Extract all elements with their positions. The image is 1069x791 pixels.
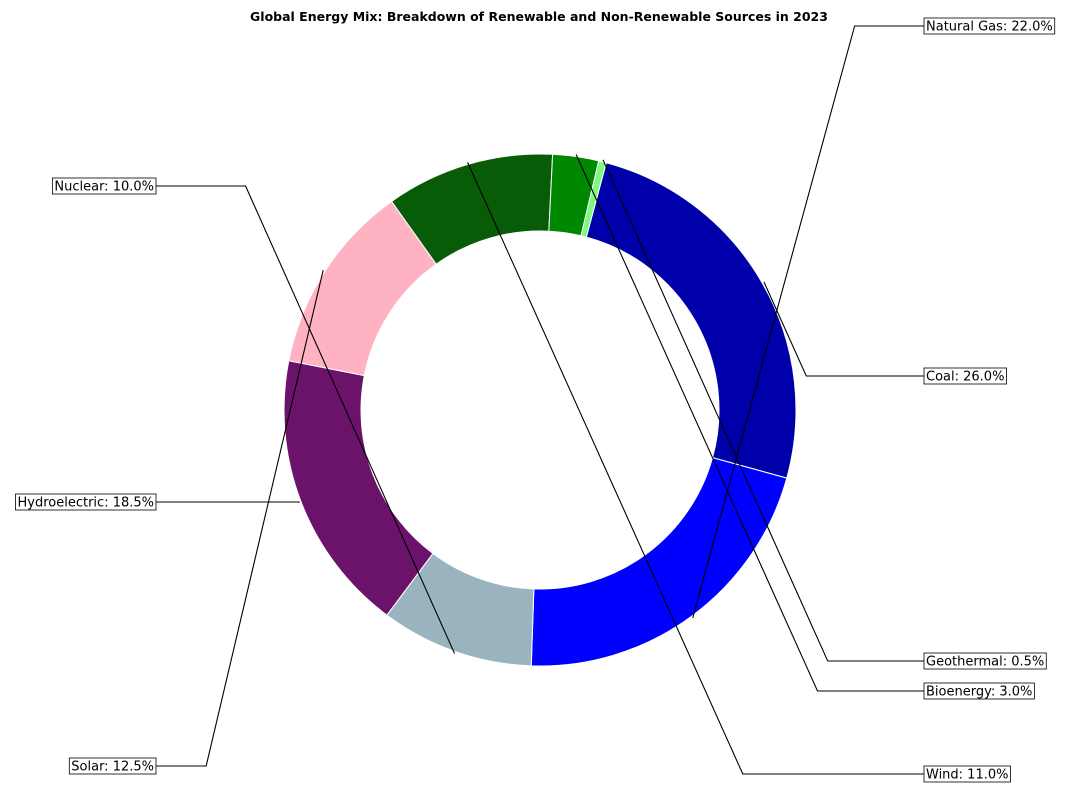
slice-label-hydroelectric: Hydroelectric: 18.5% — [15, 493, 157, 511]
slice-label-geothermal: Geothermal: 0.5% — [923, 652, 1047, 670]
chart-title: Global Energy Mix: Breakdown of Renewabl… — [250, 9, 828, 24]
slice-label-text: Geothermal: 0.5% — [926, 655, 1044, 670]
slice-label-text: Coal: 26.0% — [926, 370, 1004, 385]
leader-line-nuclear — [156, 185, 456, 654]
label-box — [923, 17, 1056, 35]
slice-label-coal: Coal: 26.0% — [923, 367, 1007, 385]
slice-label-bioenergy: Bioenergy: 3.0% — [923, 682, 1035, 700]
slice-label-natural-gas: Natural Gas: 22.0% — [923, 17, 1056, 35]
slice-hydroelectric — [283, 360, 434, 616]
label-box — [923, 682, 1035, 700]
leader-line-wind — [467, 162, 924, 775]
label-box — [51, 177, 157, 195]
slice-geothermal — [580, 160, 607, 238]
leader-line-bioenergy — [575, 154, 924, 692]
label-box — [923, 367, 1007, 385]
slice-coal — [585, 162, 797, 479]
slice-labels: Coal: 26.0% Natural Gas: 22.0% Nuclear: 10… — [15, 17, 1056, 783]
slice-label-text: Hydroelectric: 18.5% — [18, 496, 155, 511]
slice-label-nuclear: Nuclear: 10.0% — [51, 177, 157, 195]
donut-slices — [283, 153, 797, 667]
slice-label-text: Solar: 12.5% — [71, 760, 154, 775]
slice-label-text: Wind: 11.0% — [926, 768, 1008, 783]
label-box — [923, 765, 1011, 783]
label-box — [68, 757, 157, 775]
leader-line-natural-gas — [692, 25, 924, 619]
label-box — [923, 652, 1047, 670]
slice-label-solar: Solar: 12.5% — [68, 757, 157, 775]
leader-line-coal — [763, 281, 924, 377]
slice-label-text: Natural Gas: 22.0% — [926, 20, 1053, 35]
label-box — [15, 493, 157, 511]
slice-natural-gas — [530, 457, 788, 667]
leader-lines — [156, 25, 924, 775]
leader-line-geothermal — [602, 159, 924, 662]
slice-label-wind: Wind: 11.0% — [923, 765, 1011, 783]
slice-label-text: Bioenergy: 3.0% — [926, 685, 1032, 700]
leader-line-hydroelectric — [156, 501, 300, 504]
slice-label-text: Nuclear: 10.0% — [54, 180, 154, 195]
leader-line-solar — [156, 270, 324, 767]
